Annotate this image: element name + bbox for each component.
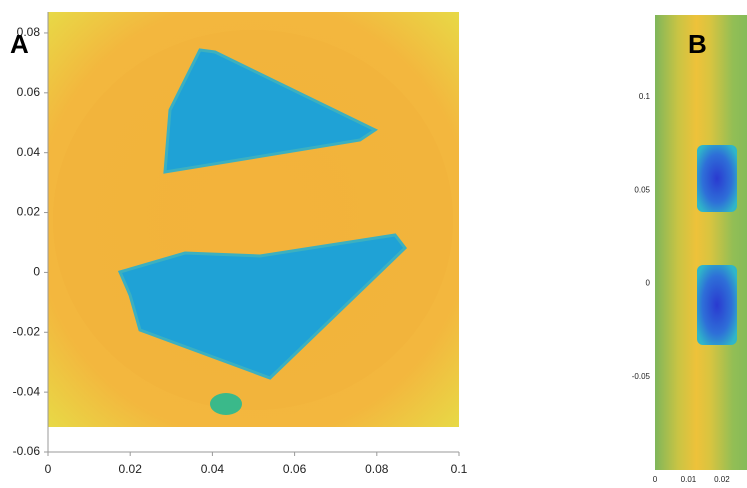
y-tick-label: 0 — [33, 265, 40, 279]
x-tick-label: 0.04 — [201, 462, 225, 476]
y-tick-label: -0.04 — [13, 384, 41, 398]
panel-label: B — [688, 29, 707, 59]
y-tick-label: 0.04 — [17, 145, 41, 159]
region — [697, 265, 737, 345]
y-tick-label: 0.02 — [17, 205, 41, 219]
spot — [210, 393, 242, 415]
x-tick-label: 0.08 — [365, 462, 389, 476]
image-a — [48, 12, 459, 452]
x-tick-label: 0 — [45, 462, 52, 476]
x-tick-label: 0 — [653, 475, 658, 484]
x-tick-label: 0.01 — [681, 475, 697, 484]
y-tick-label: 0.06 — [17, 85, 41, 99]
y-tick-label: 0 — [646, 279, 651, 288]
figure: 0 0.02 0.04 0.06 0.08 0.1 -0.06 -0.04 -0.02 0 0.02… — [0, 0, 747, 488]
x-tick-label: 0.06 — [283, 462, 307, 476]
y-tick-label: 0.05 — [634, 185, 650, 194]
panel-label: A — [10, 29, 29, 59]
image-b — [655, 15, 747, 470]
x-tick-label: 0.02 — [119, 462, 143, 476]
y-tick-label: -0.02 — [13, 324, 41, 338]
y-tick-label: -0.05 — [632, 372, 651, 381]
heatmap-background — [655, 15, 747, 470]
y-tick-label: 0.1 — [639, 92, 651, 101]
x-tick-label: 0.1 — [451, 462, 468, 476]
x-tick-label: 0.02 — [714, 475, 730, 484]
y-tick-label: -0.06 — [13, 444, 41, 458]
region — [697, 145, 737, 212]
